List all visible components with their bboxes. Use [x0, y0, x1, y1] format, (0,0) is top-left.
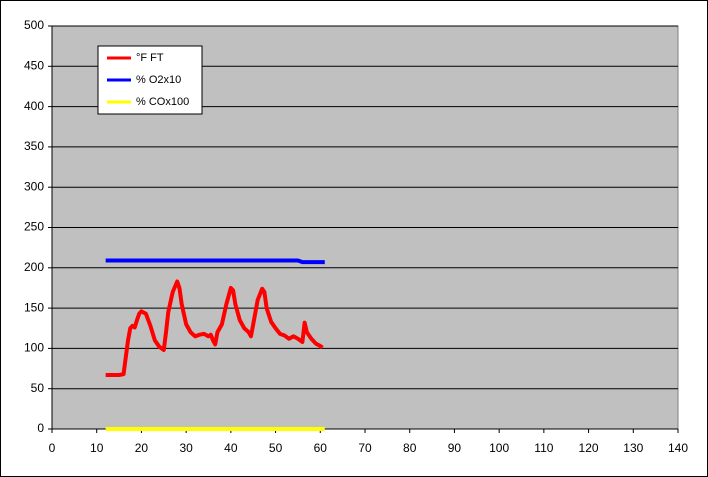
legend-label: °F FT	[136, 52, 164, 64]
x-tick-label: 110	[534, 441, 553, 455]
legend: °F FT % O2x10 % COx100	[97, 45, 203, 115]
series-line	[105, 258, 325, 265]
legend-label: % COx100	[136, 96, 189, 108]
y-tick-label: 300	[24, 179, 44, 193]
y-tick-label: 150	[24, 300, 44, 314]
x-tick-label: 0	[49, 441, 56, 455]
x-tick-label: 20	[135, 441, 149, 455]
x-tick-label: 50	[269, 441, 283, 455]
x-tick-label: 100	[489, 441, 509, 455]
y-tick-label: 350	[24, 139, 44, 153]
y-tick-label: 0	[37, 421, 44, 435]
legend-label: % O2x10	[136, 74, 181, 86]
y-tick-label: 250	[24, 220, 44, 234]
y-tick-label: 450	[24, 58, 44, 72]
x-tick-label: 130	[623, 441, 643, 455]
y-tick-label: 500	[24, 18, 44, 32]
y-tick-label: 50	[31, 381, 45, 395]
x-tick-label: 60	[314, 441, 328, 455]
x-tick-label: 10	[90, 441, 104, 455]
y-tick-label: 400	[24, 99, 44, 113]
y-tick-label: 100	[24, 341, 44, 355]
x-tick-label: 30	[179, 441, 193, 455]
series-line	[105, 279, 324, 377]
y-tick-label: 200	[24, 260, 44, 274]
x-tick-label: 140	[668, 441, 688, 455]
x-tick-label: 120	[579, 441, 599, 455]
x-tick-label: 90	[448, 441, 462, 455]
x-tick-label: 80	[403, 441, 417, 455]
x-tick-label: 40	[224, 441, 238, 455]
x-tick-label: 70	[358, 441, 372, 455]
